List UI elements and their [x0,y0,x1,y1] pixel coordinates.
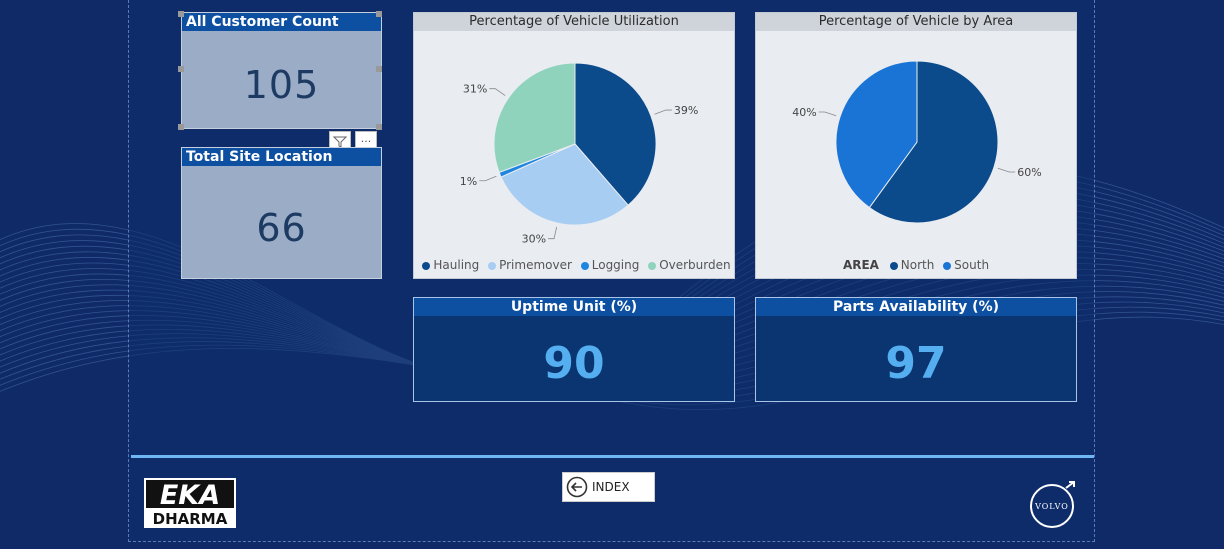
legend-dot-south [943,261,952,270]
legend-label-logging[interactable]: Logging [591,258,640,272]
chart-title: Percentage of Vehicle Utilization [414,13,734,31]
utilization-data-label: 31% [463,83,487,96]
utilization-slice-overburden[interactable] [493,62,576,174]
utilization-leader-line [548,226,558,240]
utilization-data-label: 1% [460,175,477,188]
utilization-leader-line [479,175,497,182]
area-slice-south[interactable] [835,60,918,209]
logo-text-eka: EKA [160,480,220,511]
area-data-label: 40% [792,106,816,119]
chart-title: Percentage of Vehicle by Area [756,13,1076,31]
parts-availability-card[interactable]: Parts Availability (%) 97 [755,297,1077,402]
area-pie: 60% 40% [792,60,1042,224]
logo-text-dharma: DHARMA [153,510,228,528]
utilization-slice-primemover[interactable] [500,143,629,226]
utilization-pie: 39% 30% 1% 31% [460,62,698,246]
index-label: INDEX [592,480,630,494]
area-data-label: 60% [1017,166,1041,179]
legend-label-hauling[interactable]: Hauling [433,258,480,272]
vehicle-utilization-chart[interactable]: Percentage of Vehicle Utilization 39% 30%… [413,12,735,279]
utilization-data-label: 39% [674,104,698,117]
legend-dot-logging [580,261,589,270]
selection-handle[interactable] [178,66,184,72]
utilization-leader-line [654,109,672,115]
uptime-title: Uptime Unit (%) [414,298,734,316]
legend-label-overburden[interactable]: Overburden [659,258,731,272]
utilization-leader-line [489,88,506,96]
site-location-title: Total Site Location [182,148,381,166]
legend-dot-primemover [488,261,497,270]
area-slice-north[interactable] [868,60,999,224]
legend-dot-hauling [422,261,431,270]
eka-dharma-logo: EKA DHARMA [144,478,236,528]
site-location-card[interactable]: Total Site Location 66 [181,147,382,279]
index-button[interactable]: INDEX [562,472,655,502]
uptime-card[interactable]: Uptime Unit (%) 90 [413,297,735,402]
selection-handle[interactable] [376,124,382,130]
legend-label-north[interactable]: North [900,258,935,272]
selection-handle[interactable] [178,124,184,130]
legend-label-south[interactable]: South [954,258,990,272]
area-legend: AREA North South [756,258,1076,272]
customer-count-card[interactable]: All Customer Count 105 [181,12,382,129]
footer-divider [131,455,1094,458]
back-arrow-icon [566,476,588,498]
vehicle-by-area-chart[interactable]: Percentage of Vehicle by Area 60% 40% ARE… [755,12,1077,279]
parts-availability-title: Parts Availability (%) [756,298,1076,316]
site-location-value: 66 [256,206,307,250]
selection-handle[interactable] [376,11,382,17]
volvo-text: VOLVO [1034,502,1069,511]
legend-dot-overburden [648,261,657,270]
area-leader-line [818,111,837,117]
utilization-data-label: 30% [522,233,546,246]
customer-count-value: 105 [243,63,320,107]
volvo-logo: VOLVO [1028,480,1078,530]
utilization-legend: Hauling Primemover Logging Overburden [414,258,734,272]
legend-title: AREA [842,258,879,272]
legend-label-primemover[interactable]: Primemover [499,258,572,272]
area-leader-line [997,167,1016,173]
selection-handle[interactable] [178,11,184,17]
parts-availability-value: 97 [885,338,947,389]
legend-dot-north [889,261,898,270]
uptime-value: 90 [543,338,605,389]
utilization-slice-hauling[interactable] [574,62,657,206]
selection-handle[interactable] [376,66,382,72]
customer-count-title: All Customer Count [182,13,381,31]
